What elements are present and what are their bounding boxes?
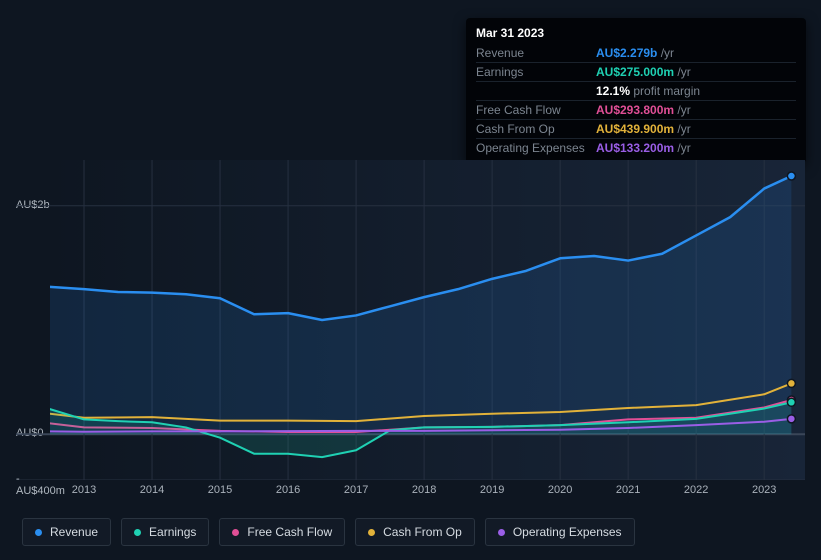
tooltip-row: Free Cash FlowAU$293.800m /yr: [476, 101, 796, 120]
x-axis-tick-label: 2018: [412, 484, 436, 496]
series-end-marker-op_ex: [787, 415, 795, 423]
legend-item-label: Earnings: [149, 525, 196, 539]
x-axis-tick-label: 2022: [684, 484, 708, 496]
tooltip-row: RevenueAU$2.279b /yr: [476, 44, 796, 63]
x-axis-tick-label: 2021: [616, 484, 640, 496]
tooltip-row-label: Earnings: [476, 63, 596, 82]
x-axis-tick-label: 2013: [72, 484, 96, 496]
tooltip-table: RevenueAU$2.279b /yrEarningsAU$275.000m …: [476, 44, 796, 157]
legend-dot-icon: [35, 529, 42, 536]
x-axis-tick-label: 2020: [548, 484, 572, 496]
tooltip-row-value: AU$275.000m /yr: [596, 63, 796, 82]
tooltip-row: Cash From OpAU$439.900m /yr: [476, 120, 796, 139]
chart-svg: [16, 160, 805, 480]
tooltip-row-label: [476, 82, 596, 101]
legend-item-label: Free Cash Flow: [247, 525, 332, 539]
legend-item-op_ex[interactable]: Operating Expenses: [485, 518, 635, 546]
tooltip-row-value: AU$293.800m /yr: [596, 101, 796, 120]
x-axis-tick-label: 2017: [344, 484, 368, 496]
tooltip-row: 12.1% profit margin: [476, 82, 796, 101]
legend-item-cash_from_op[interactable]: Cash From Op: [355, 518, 475, 546]
series-end-marker-cash_from_op: [787, 379, 795, 387]
x-axis-tick-label: 2015: [208, 484, 232, 496]
x-axis-tick-label: 2023: [752, 484, 776, 496]
tooltip-row-label: Operating Expenses: [476, 139, 596, 158]
data-tooltip: Mar 31 2023 RevenueAU$2.279b /yrEarnings…: [466, 18, 806, 163]
legend-dot-icon: [368, 529, 375, 536]
x-axis-tick-label: 2016: [276, 484, 300, 496]
x-axis-tick-label: 2019: [480, 484, 504, 496]
legend-item-label: Cash From Op: [383, 525, 462, 539]
tooltip-title: Mar 31 2023: [476, 26, 796, 40]
tooltip-row-label: Cash From Op: [476, 120, 596, 139]
legend-item-label: Operating Expenses: [513, 525, 622, 539]
tooltip-row-value: AU$133.200m /yr: [596, 139, 796, 158]
legend-item-earnings[interactable]: Earnings: [121, 518, 209, 546]
chart-panel: Mar 31 2023 RevenueAU$2.279b /yrEarnings…: [0, 0, 821, 560]
tooltip-row-value: 12.1% profit margin: [596, 82, 796, 101]
tooltip-row: Operating ExpensesAU$133.200m /yr: [476, 139, 796, 158]
legend-dot-icon: [232, 529, 239, 536]
series-end-marker-revenue: [787, 172, 795, 180]
legend-item-label: Revenue: [50, 525, 98, 539]
tooltip-row-label: Free Cash Flow: [476, 101, 596, 120]
tooltip-row: EarningsAU$275.000m /yr: [476, 63, 796, 82]
x-axis-labels: 2013 2014 2015 2016 2017 2018 2019 2020 2021 2022…: [16, 484, 805, 504]
tooltip-row-value: AU$439.900m /yr: [596, 120, 796, 139]
legend-item-free_cash_flow[interactable]: Free Cash Flow: [219, 518, 345, 546]
x-axis-tick-label: 2014: [140, 484, 164, 496]
series-end-marker-earnings: [787, 398, 795, 406]
legend-dot-icon: [134, 529, 141, 536]
legend: Revenue Earnings Free Cash Flow Cash From O…: [22, 518, 635, 546]
tooltip-row-value: AU$2.279b /yr: [596, 44, 796, 63]
legend-item-revenue[interactable]: Revenue: [22, 518, 111, 546]
legend-dot-icon: [498, 529, 505, 536]
chart-plot-area[interactable]: [16, 160, 805, 480]
tooltip-row-label: Revenue: [476, 44, 596, 63]
